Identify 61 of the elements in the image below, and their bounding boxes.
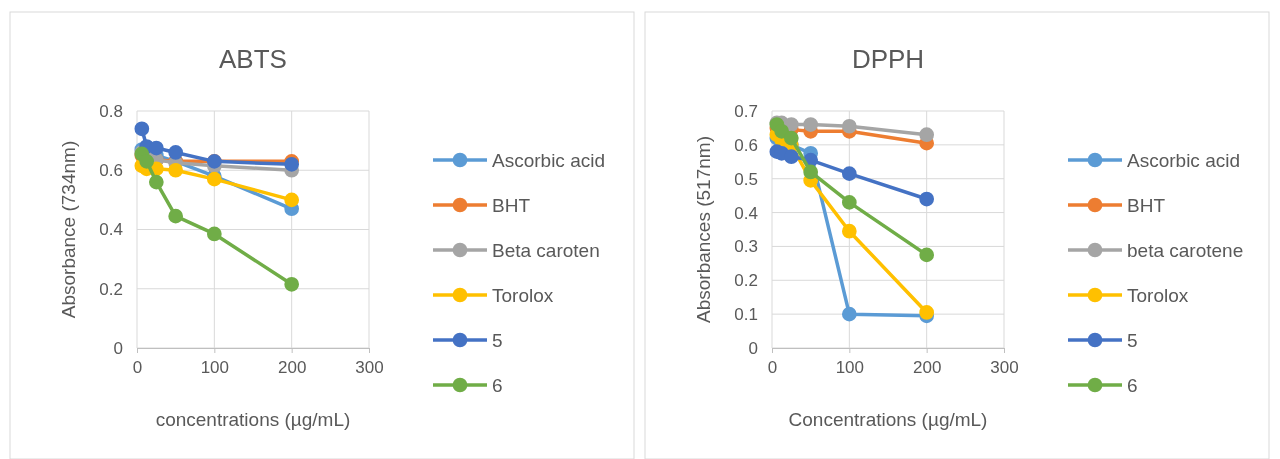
point bbox=[841, 118, 857, 134]
x-tick-label: 300 bbox=[990, 358, 1019, 377]
x-axis-title: Concentrations (µg/mL) bbox=[788, 409, 988, 430]
point bbox=[168, 145, 184, 160]
legend-label: Beta caroten bbox=[492, 239, 600, 261]
y-tick-label: 0.1 bbox=[734, 305, 758, 325]
x-tick-label: 0 bbox=[767, 358, 778, 377]
y-tick-label: 0.5 bbox=[734, 169, 758, 189]
x-tick-label: 200 bbox=[277, 358, 307, 377]
chart-title: ABTS bbox=[219, 44, 287, 74]
x-tick-label: 0 bbox=[132, 358, 143, 377]
y-tick-label: 0.6 bbox=[734, 135, 758, 155]
legend-label: Ascorbic acid bbox=[492, 149, 605, 171]
legend-label: 6 bbox=[1127, 374, 1138, 396]
point bbox=[206, 226, 222, 242]
legend-label: beta carotene bbox=[1127, 239, 1244, 261]
point bbox=[783, 130, 799, 146]
y-tick-label: 0.4 bbox=[99, 220, 123, 240]
point bbox=[919, 247, 935, 263]
legend-label: 5 bbox=[492, 329, 503, 351]
legend-label: 6 bbox=[492, 374, 503, 396]
y-tick-label: 0.4 bbox=[734, 203, 758, 223]
point bbox=[284, 276, 300, 292]
x-tick-label: 200 bbox=[912, 358, 942, 377]
legend-label: Ascorbic acid bbox=[1127, 149, 1240, 171]
point bbox=[919, 127, 935, 143]
y-tick-label: 0.2 bbox=[99, 279, 123, 299]
point bbox=[919, 191, 935, 207]
point bbox=[803, 164, 819, 180]
legend-label: BHT bbox=[492, 194, 531, 216]
y-axis-title: Absorbance (734nm) bbox=[58, 140, 79, 319]
y-tick-label: 0 bbox=[113, 338, 123, 358]
y-tick-label: 0.8 bbox=[99, 101, 123, 121]
point bbox=[168, 162, 184, 178]
point bbox=[148, 174, 164, 190]
legend-label: BHT bbox=[1127, 194, 1166, 216]
y-tick-label: 0.6 bbox=[99, 161, 123, 181]
y-tick-label: 0 bbox=[748, 338, 758, 358]
point bbox=[841, 195, 857, 210]
legend-label: 5 bbox=[1127, 329, 1138, 351]
x-tick-label: 300 bbox=[355, 358, 384, 377]
point bbox=[841, 223, 857, 239]
point bbox=[841, 306, 857, 322]
point bbox=[803, 117, 819, 132]
point bbox=[168, 208, 184, 224]
point bbox=[841, 166, 857, 181]
y-tick-label: 0.2 bbox=[734, 271, 758, 291]
point bbox=[148, 140, 164, 156]
point bbox=[783, 149, 799, 165]
x-axis-title: concentrations (µg/mL) bbox=[155, 409, 351, 430]
x-tick-label: 100 bbox=[200, 358, 230, 377]
point bbox=[284, 192, 300, 208]
y-tick-label: 0.3 bbox=[734, 237, 758, 257]
point bbox=[919, 305, 935, 320]
chart-title: DPPH bbox=[851, 44, 925, 74]
y-tick-label: 0.7 bbox=[734, 101, 758, 121]
legend-label: Torolox bbox=[1127, 284, 1189, 306]
y-axis-title: Absorbances (517nm) bbox=[693, 136, 714, 323]
legend-label: Torolox bbox=[492, 284, 554, 306]
x-tick-label: 100 bbox=[835, 358, 865, 377]
point bbox=[134, 121, 150, 137]
